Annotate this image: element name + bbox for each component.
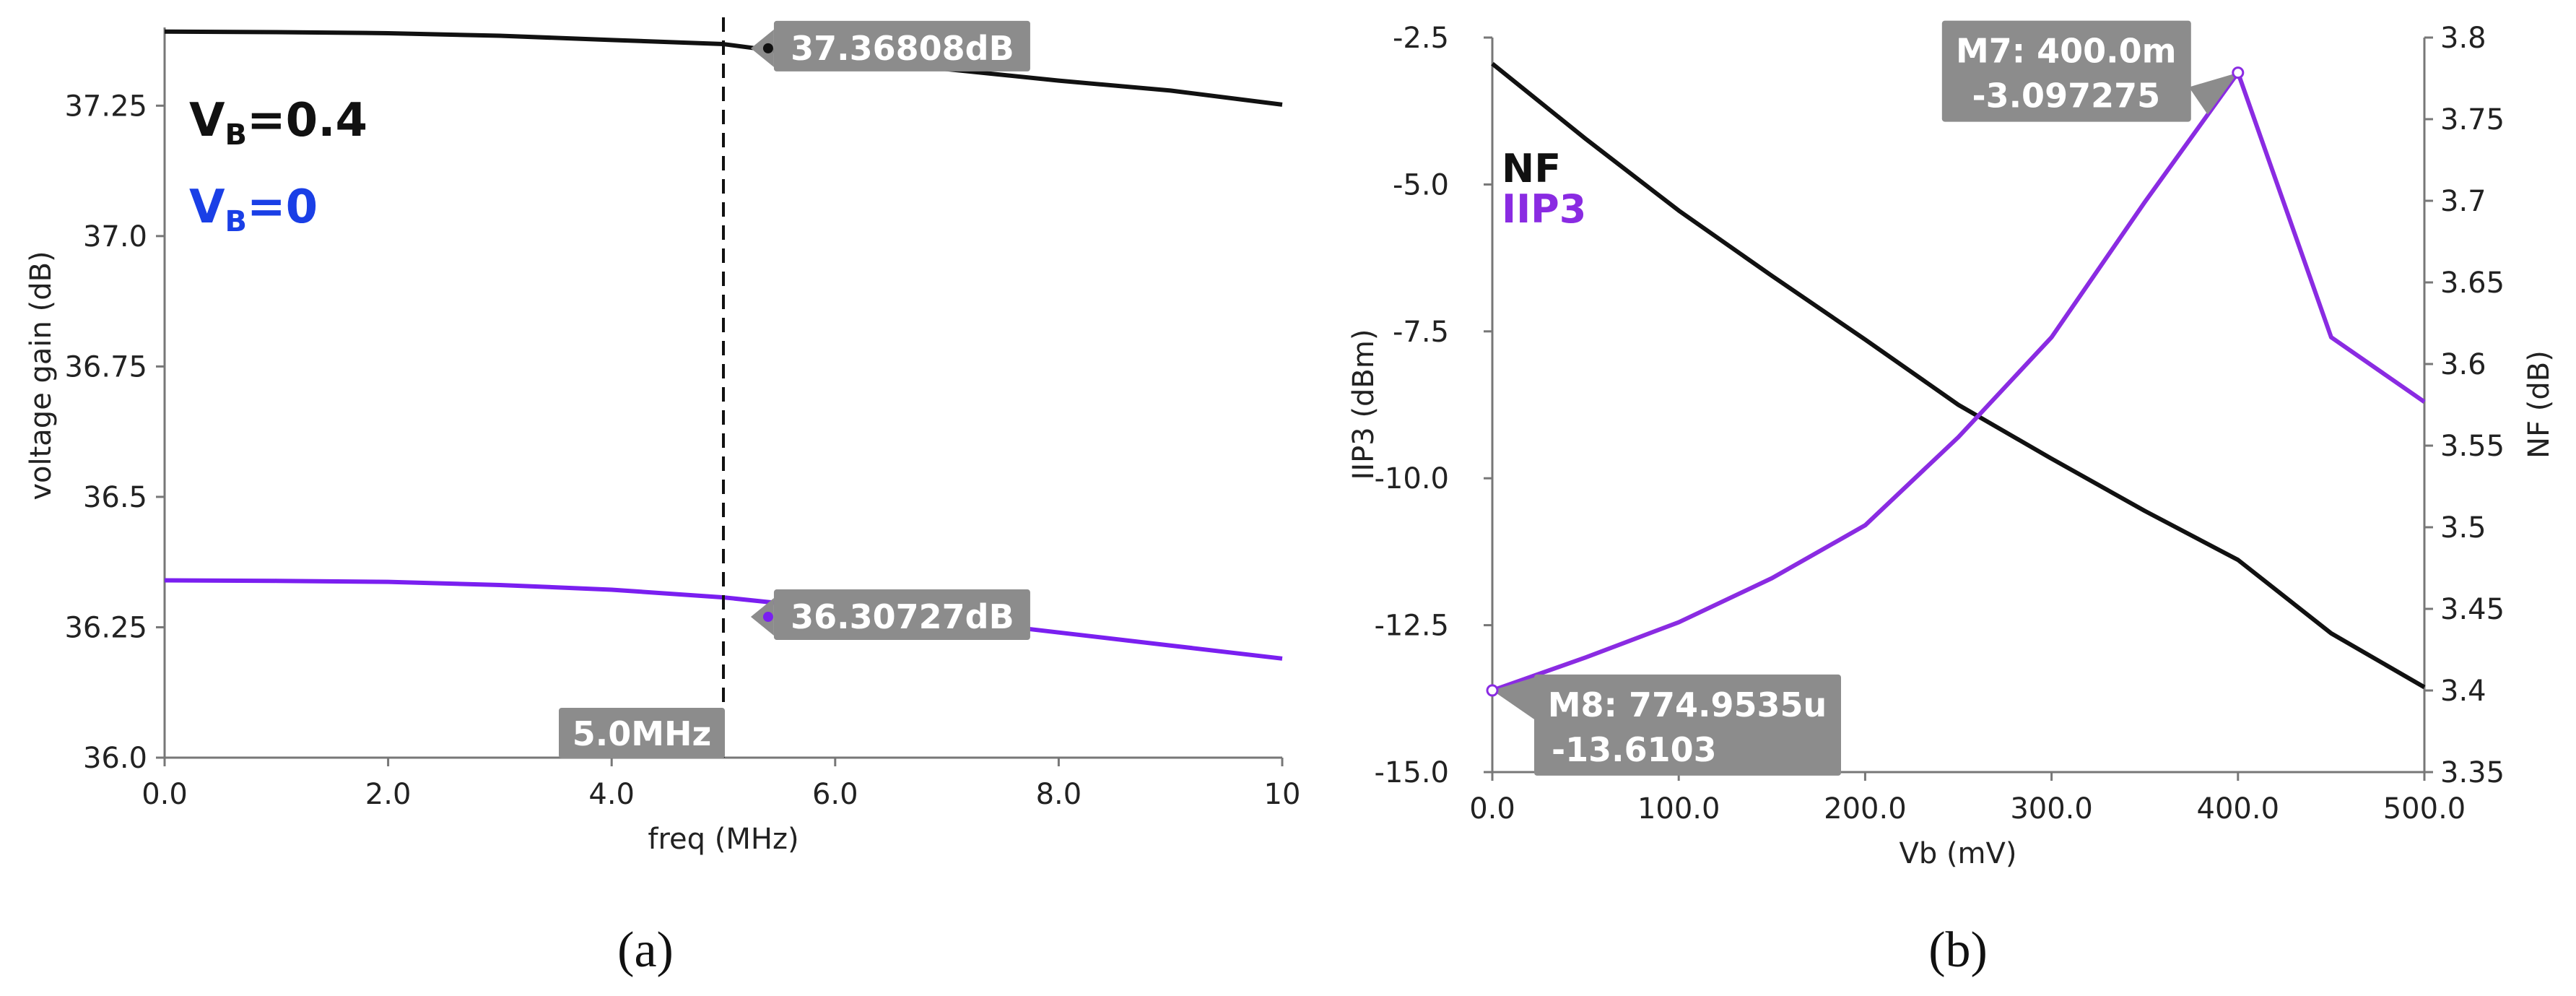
marker-m7-pointer [2188, 72, 2238, 115]
panel-a-x-ticks: 0.0 2.0 4.0 6.0 8.0 10 [142, 758, 1300, 811]
marker-m8-box [1534, 674, 1841, 776]
marker-m7-dot [2232, 66, 2245, 79]
svg-text:5.0MHz: 5.0MHz [573, 714, 712, 753]
marker-callout-box [773, 20, 1030, 72]
panel-b-series [1491, 61, 2426, 693]
x-tick-label: 300.0 [2010, 792, 2093, 826]
series-iip3-line [1492, 70, 2426, 693]
panel-a-y-ticks: 36.0 36.25 36.5 36.75 37.0 37.25 [64, 90, 165, 775]
panel-b-right-ticks: 3.35 3.4 3.45 3.5 3.55 3.6 3.65 3.7 3.75 3.8 [2424, 22, 2505, 789]
marker-m7-label-line2: -3.097275 [1972, 77, 2160, 116]
y-tick-label: 37.25 [64, 90, 147, 123]
x-tick-label: 100.0 [1637, 792, 1720, 826]
right-tick-label: 3.4 [2440, 675, 2486, 708]
left-tick-label: -15.0 [1375, 756, 1450, 789]
marker-value-label: 36.30727dB [791, 597, 1014, 636]
y-tick-label: 36.25 [64, 611, 147, 644]
panel-a-voltage-gain: 36.0 36.25 36.5 36.75 37.0 37.25 0.0 2.0 4.0 6.0… [25, 17, 1300, 978]
x-tick-label: 4.0 [588, 778, 635, 811]
marker-m8-pointer [1492, 677, 1534, 719]
left-tick-label: -12.5 [1375, 610, 1450, 643]
x-tick-label: 10 [1264, 778, 1301, 811]
left-tick-label: -2.5 [1393, 22, 1449, 55]
panel-b-x-axis-label: Vb (mV) [1899, 837, 2016, 870]
left-tick-label: -7.5 [1393, 316, 1449, 349]
panel-a-markers: 37.36808dB 36.30727dB [750, 20, 1030, 641]
right-tick-label: 3.55 [2440, 430, 2505, 463]
marker-value-label: 37.36808dB [791, 29, 1014, 68]
x-tick-label: 8.0 [1036, 778, 1082, 811]
marker-m8-label-line1: M8: 774.9535u [1548, 685, 1827, 724]
legend-item-iip3: IIP3 [1502, 186, 1586, 232]
right-tick-label: 3.5 [2440, 511, 2486, 545]
right-tick-label: 3.6 [2440, 348, 2486, 381]
panel-a-x-axis-label: freq (MHz) [648, 823, 799, 856]
x-tick-label: 0.0 [142, 778, 188, 811]
marker-callout-pointer [750, 598, 774, 636]
panel-a-cursor-tag: 5.0MHz [559, 708, 725, 758]
y-tick-label: 36.75 [64, 350, 147, 384]
panel-b-legend: NF IIP3 [1502, 146, 1586, 232]
marker-m7-box [1941, 20, 2191, 122]
left-tick-label: -10.0 [1375, 462, 1450, 495]
marker-m8-dot [1486, 684, 1499, 697]
legend-item-nf: NF [1502, 146, 1561, 191]
panel-b-x-ticks: 0.0 100.0 200.0 300.0 400.0 500.0 [1469, 772, 2466, 826]
legend-item-vb-0-4: VB=0.4 [189, 94, 367, 152]
right-tick-label: 3.8 [2440, 22, 2486, 55]
panel-b-right-axis-label: NF (dB) [2523, 350, 2556, 459]
right-tick-label: 3.45 [2440, 593, 2505, 626]
right-tick-label: 3.65 [2440, 267, 2505, 300]
panel-a-y-axis-label: voltage gain (dB) [25, 251, 58, 500]
marker-dot [762, 612, 773, 623]
marker-callout-box [773, 589, 1030, 641]
y-tick-label: 37.0 [83, 220, 147, 254]
legend-item-vb-0: VB=0 [189, 181, 318, 238]
y-tick-label: 36.5 [83, 481, 147, 514]
x-tick-label: 500.0 [2383, 792, 2466, 826]
panel-a-legend: VB=0.4 VB=0 [189, 94, 367, 238]
x-tick-label: 2.0 [365, 778, 412, 811]
marker-dot [762, 43, 773, 53]
series-nf-line [1491, 61, 2426, 690]
panel-b-markers: M7: 400.0m -3.097275 M8: 774.9535u -13.6103 [1486, 20, 2245, 776]
panel-b-iip3-nf: -15.0-12.5-10.0-7.5-5.0-2.5 3.353.43.453… [1347, 20, 2556, 978]
right-tick-label: 3.35 [2440, 756, 2505, 789]
right-tick-label: 3.7 [2440, 185, 2486, 218]
x-tick-label: 400.0 [2197, 792, 2280, 826]
panel-b-left-axis-label: IIP3 (dBm) [1347, 329, 1380, 480]
x-tick-label: 0.0 [1469, 792, 1515, 826]
marker-callout-pointer [750, 29, 774, 67]
right-tick-label: 3.75 [2440, 103, 2505, 137]
x-tick-label: 200.0 [1824, 792, 1907, 826]
x-tick-label: 6.0 [812, 778, 858, 811]
panel-b-caption: (b) [1928, 922, 1988, 978]
panel-a-caption: (a) [617, 922, 674, 978]
marker-m7-label-line1: M7: 400.0m [1956, 32, 2177, 71]
panel-b-left-ticks: -15.0 -12.5 -10.0 -7.5 -5.0 -2.5 [1375, 22, 1492, 789]
marker-m8-label-line2: -13.6103 [1552, 730, 1717, 769]
y-tick-label: 36.0 [83, 742, 147, 775]
left-tick-label: -5.0 [1393, 168, 1449, 202]
